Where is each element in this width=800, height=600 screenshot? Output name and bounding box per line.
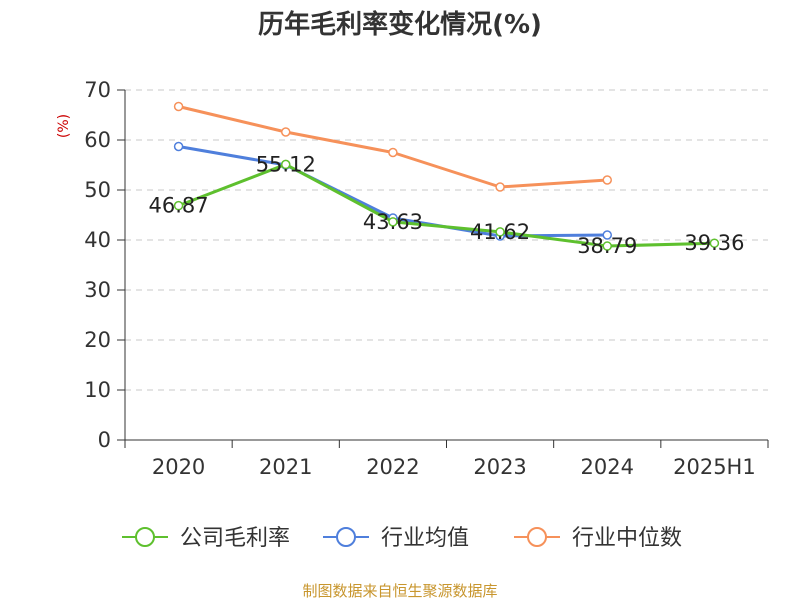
data-label: 39.36 — [684, 231, 744, 255]
source-note: 制图数据来自恒生聚源数据库 — [302, 582, 497, 600]
grid-lines — [125, 89, 768, 391]
axes — [117, 89, 769, 448]
x-tick-label: 2023 — [473, 455, 526, 479]
data-label: 41.62 — [470, 220, 530, 244]
data-label: 55.12 — [256, 152, 316, 176]
data-point — [602, 175, 612, 185]
data-point — [173, 200, 184, 211]
data-point — [281, 159, 291, 170]
y-tick-label: 70 — [84, 78, 111, 102]
data-point — [709, 238, 720, 248]
series-lines — [173, 101, 720, 251]
data-point — [173, 141, 184, 152]
y-tick-label: 60 — [84, 128, 111, 152]
data-point — [602, 241, 612, 251]
tick-labels: 0 10 20 30 40 50 60 70 2020 2021 2022 2023 2024 2025H… — [84, 78, 755, 479]
data-label: 46.87 — [149, 194, 209, 218]
data-point — [281, 127, 291, 137]
x-tick-label: 2022 — [366, 455, 419, 479]
series-line — [178, 105, 608, 189]
y-axis-label: (%) — [56, 114, 72, 138]
data-label: 38.79 — [577, 234, 637, 258]
y-tick-label: 30 — [84, 278, 111, 302]
x-tick-label: 2021 — [259, 455, 312, 479]
y-tick-label: 40 — [84, 228, 111, 252]
data-label: 43.63 — [363, 210, 423, 234]
data-point — [602, 230, 612, 240]
legend-marker — [336, 527, 356, 547]
y-tick-label: 10 — [84, 378, 111, 402]
legend-marker — [527, 527, 547, 547]
legend-label: 行业均值 — [381, 526, 469, 551]
legend: 公司毛利率 行业均值 行业中位数 — [122, 526, 682, 551]
x-tick-label: 2024 — [581, 455, 634, 479]
data-point — [388, 147, 398, 158]
x-tick-label: 2020 — [152, 455, 205, 479]
data-point — [173, 101, 184, 112]
y-tick-label: 0 — [98, 428, 111, 452]
y-tick-label: 50 — [84, 178, 111, 202]
legend-marker — [135, 527, 155, 547]
x-tick-label: 2025H1 — [673, 455, 756, 479]
legend-label: 公司毛利率 — [180, 526, 290, 551]
data-labels: 46.87 55.12 43.63 41.62 38.79 39.36 — [149, 152, 745, 258]
data-point — [388, 217, 398, 227]
y-tick-label: 20 — [84, 328, 111, 352]
data-point — [495, 182, 505, 192]
series-line — [178, 162, 715, 248]
legend-label: 行业中位数 — [572, 526, 682, 551]
chart-title: 历年毛利率变化情况(%) — [258, 9, 542, 40]
data-point — [495, 227, 505, 237]
